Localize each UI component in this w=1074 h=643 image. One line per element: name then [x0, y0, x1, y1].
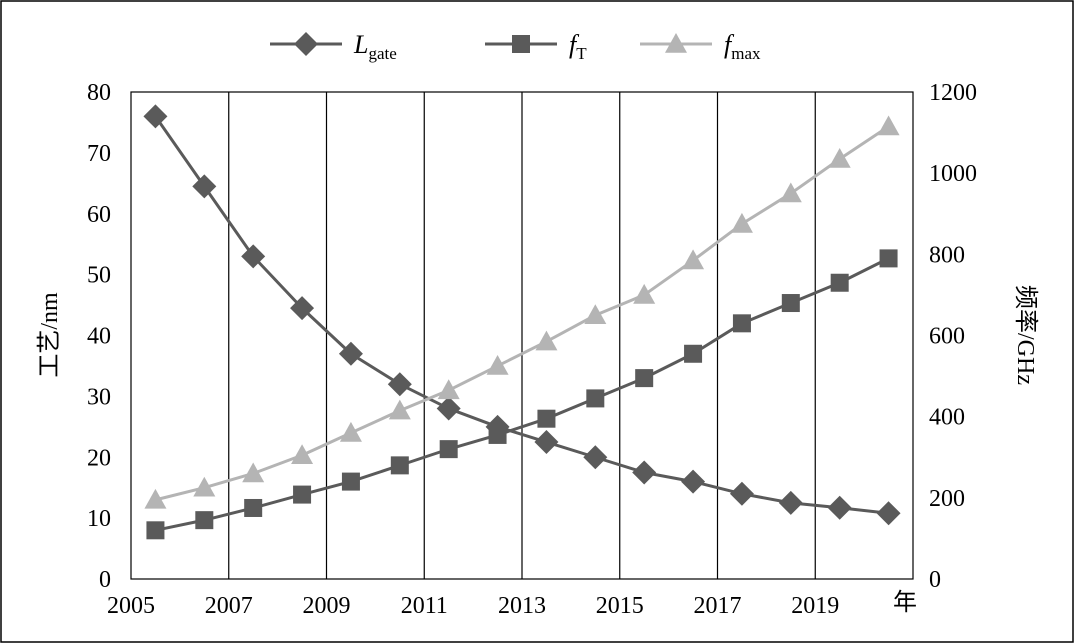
data-point	[439, 440, 458, 459]
y-tick-label: 10	[87, 506, 111, 532]
data-point	[583, 445, 608, 470]
legend-marker	[294, 32, 318, 56]
y-tick-label: 60	[87, 202, 111, 228]
legend-item: fmax	[640, 30, 761, 63]
data-point	[388, 399, 411, 420]
data-point	[584, 304, 607, 325]
data-point	[486, 354, 509, 375]
legend-label: Lgate	[353, 30, 397, 63]
data-point	[244, 498, 263, 517]
tick-labels: 2005 2007 2009 2011 2013 2015 2017 2019 0 10 20 30 4…	[87, 80, 977, 619]
series-line	[154, 115, 889, 515]
data-point	[586, 389, 605, 408]
y-tick-label: 70	[87, 141, 111, 167]
data-point	[682, 249, 705, 270]
y2-tick-label: 600	[929, 324, 965, 350]
y-tick-label: 50	[87, 263, 111, 289]
y-tick-label: 20	[87, 445, 111, 471]
data-point	[535, 330, 558, 351]
data-point	[730, 212, 753, 233]
legend: Lgate fT fmax	[270, 30, 761, 63]
data-point	[436, 396, 461, 421]
y2-tick-label: 1000	[929, 161, 977, 187]
y-axis-label: 工艺/nm	[36, 292, 63, 378]
series-lgate	[143, 104, 901, 526]
data-point	[633, 283, 656, 304]
y2-tick-label: 200	[929, 486, 965, 512]
series-fmax	[144, 115, 900, 509]
data-point	[827, 495, 852, 520]
plot-area	[130, 91, 914, 580]
series-line	[155, 125, 890, 502]
data-point	[195, 511, 214, 530]
data-point	[339, 421, 362, 442]
legend-marker	[665, 33, 687, 53]
data-point	[877, 115, 900, 136]
data-point	[828, 147, 851, 168]
data-point	[341, 472, 360, 491]
x-tick-label: 2019	[791, 593, 839, 619]
grid-lines	[228, 92, 816, 579]
y-tick-label: 30	[87, 384, 111, 410]
x-tick-label: 2013	[498, 593, 546, 619]
data-point	[488, 425, 507, 444]
x-tick-label: 2015	[596, 593, 644, 619]
series-layer	[143, 104, 901, 540]
x-tick-label: 2009	[303, 593, 351, 619]
data-point	[830, 273, 849, 292]
legend-item: fT	[485, 30, 587, 63]
x-tick-label: 2017	[694, 593, 742, 619]
data-point	[732, 314, 751, 333]
y2-tick-label: 800	[929, 242, 965, 268]
data-point	[146, 521, 165, 540]
data-point	[879, 249, 898, 268]
x-axis-label: 年	[893, 589, 917, 616]
data-point	[290, 296, 315, 321]
data-point	[437, 379, 460, 400]
data-point	[144, 488, 167, 509]
data-point	[779, 182, 802, 203]
data-point	[291, 444, 314, 465]
legend-marker	[512, 35, 530, 53]
data-point	[338, 341, 363, 366]
data-point	[390, 456, 409, 475]
series-line	[155, 257, 890, 532]
data-point	[241, 244, 266, 269]
data-point	[729, 481, 754, 506]
legend-label: fT	[569, 30, 587, 63]
legend-item: Lgate	[270, 30, 397, 63]
y-tick-label: 80	[87, 80, 111, 106]
data-point	[293, 485, 312, 504]
data-point	[778, 490, 803, 515]
data-point	[534, 430, 559, 455]
y2-axis-label: 频率/GHz	[1012, 285, 1039, 385]
data-point	[537, 409, 556, 428]
y-tick-label: 0	[99, 567, 111, 593]
series-ft	[146, 249, 898, 540]
x-tick-label: 2005	[107, 593, 155, 619]
data-point	[193, 476, 216, 497]
data-point	[876, 501, 901, 526]
x-tick-label: 2007	[205, 593, 253, 619]
data-point	[192, 174, 217, 199]
x-tick-label: 2011	[401, 593, 448, 619]
y2-tick-label: 0	[929, 567, 941, 593]
data-point	[242, 462, 265, 483]
legend-label: fmax	[724, 30, 761, 63]
data-point	[143, 104, 168, 129]
y-tick-label: 40	[87, 324, 111, 350]
data-point	[632, 460, 657, 485]
y2-tick-label: 400	[929, 405, 965, 431]
y2-tick-label: 1200	[929, 80, 977, 106]
data-point	[635, 369, 654, 388]
data-point	[681, 469, 706, 494]
data-point	[684, 344, 703, 363]
data-point	[387, 372, 412, 397]
data-point	[781, 294, 800, 313]
